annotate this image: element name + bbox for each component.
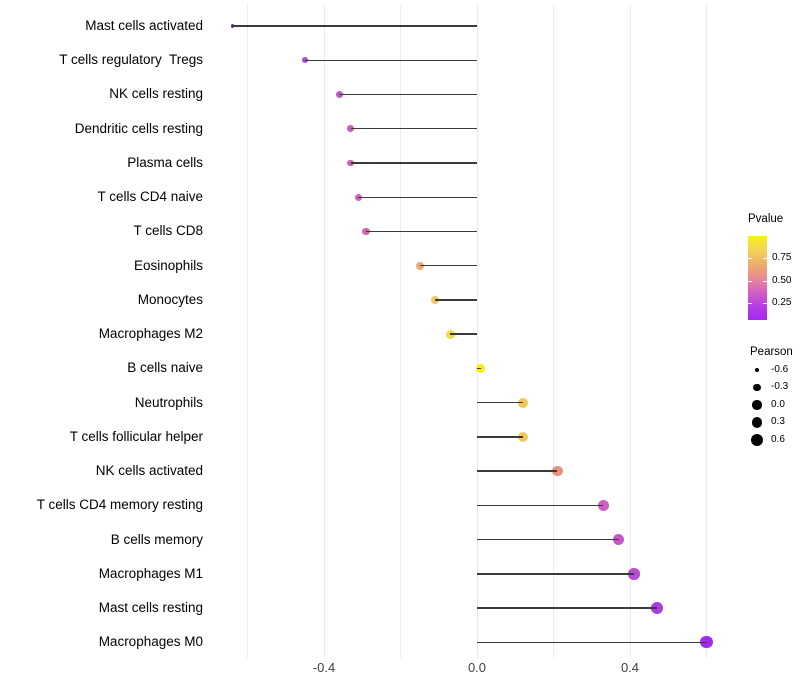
pearson-legend-dot bbox=[751, 416, 763, 428]
row-label: Neutrophils bbox=[134, 394, 203, 410]
lollipop-dot bbox=[430, 295, 440, 305]
row-label: T cells CD4 memory resting bbox=[36, 497, 203, 513]
lollipop-dot bbox=[612, 533, 625, 546]
lollipop-dot bbox=[347, 125, 355, 133]
lollipop-stem bbox=[477, 573, 634, 575]
legend-pearson-title: Pearson bbox=[750, 346, 793, 358]
lollipop-stem bbox=[419, 264, 477, 267]
colorbar-tick bbox=[763, 303, 767, 304]
colorbar-tick bbox=[763, 281, 767, 282]
row-label: Plasma cells bbox=[127, 154, 203, 170]
lollipop-dot bbox=[301, 57, 308, 64]
colorbar-tick bbox=[748, 281, 752, 282]
lollipop-stem bbox=[477, 470, 558, 472]
lollipop-stem bbox=[350, 162, 477, 164]
pearson-legend-dot bbox=[752, 400, 762, 410]
gridline bbox=[706, 5, 707, 658]
pvalue-colorbar bbox=[748, 236, 767, 320]
colorbar-tick bbox=[763, 258, 767, 259]
row-label: T cells CD8 bbox=[133, 223, 203, 239]
lollipop-dot bbox=[650, 602, 663, 614]
x-tick-label: 0.0 bbox=[467, 660, 487, 675]
gridline bbox=[247, 5, 248, 658]
row-label: Mast cells resting bbox=[98, 600, 203, 616]
row-label: NK cells activated bbox=[95, 463, 203, 479]
colorbar-tick-label: 0.25 bbox=[772, 297, 792, 308]
pearson-legend-dot bbox=[750, 433, 764, 447]
pearson-legend-label: -0.6 bbox=[771, 364, 789, 375]
lollipop-dot bbox=[628, 568, 640, 580]
row-label: B cells memory bbox=[110, 531, 203, 547]
lollipop-stem bbox=[477, 538, 619, 541]
lollipop-stem bbox=[477, 367, 481, 370]
lollipop-dot bbox=[445, 329, 455, 339]
lollipop-stem bbox=[477, 436, 523, 438]
row-label: T cells CD4 naive bbox=[97, 189, 203, 205]
lollipop-stem bbox=[232, 25, 477, 27]
row-label: Macrophages M1 bbox=[98, 565, 203, 581]
row-label: Monocytes bbox=[137, 291, 203, 307]
row-label: Dendritic cells resting bbox=[74, 120, 203, 136]
lollipop-dot bbox=[476, 363, 486, 374]
row-label: T cells follicular helper bbox=[69, 428, 203, 444]
lollipop-dot bbox=[347, 159, 355, 167]
x-tick-label: -0.4 bbox=[312, 660, 336, 675]
colorbar-tick-label: 0.75 bbox=[772, 252, 792, 263]
colorbar-tick bbox=[748, 258, 752, 259]
gridline bbox=[629, 5, 631, 658]
row-label: Macrophages M2 bbox=[98, 326, 203, 342]
pearson-legend-label: 0.3 bbox=[771, 416, 785, 428]
lollipop-stem bbox=[434, 299, 477, 301]
lollipop-stem bbox=[450, 333, 477, 335]
pearson-legend-dot bbox=[753, 383, 761, 391]
legend-pvalue-title: Pvalue bbox=[748, 213, 784, 225]
colorbar-tick bbox=[748, 303, 752, 304]
lollipop-stem bbox=[366, 230, 477, 233]
row-label: T cells regulatory Tregs bbox=[59, 52, 203, 68]
row-label: B cells naive bbox=[127, 360, 203, 376]
colorbar-tick-label: 0.50 bbox=[772, 275, 792, 286]
lollipop-stem bbox=[358, 196, 477, 198]
lollipop-stem bbox=[477, 607, 657, 609]
pearson-legend-label: 0.6 bbox=[771, 434, 785, 445]
lollipop-dot bbox=[517, 431, 528, 442]
gridline bbox=[323, 5, 325, 658]
lollipop-dot bbox=[552, 465, 563, 477]
row-label: Mast cells activated bbox=[85, 18, 203, 33]
row-label: NK cells resting bbox=[109, 86, 203, 102]
lollipop-dot bbox=[230, 24, 234, 28]
lollipop-stem bbox=[477, 641, 707, 643]
gridline bbox=[476, 5, 478, 658]
lollipop-dot bbox=[336, 91, 343, 98]
pearson-legend-label: -0.3 bbox=[771, 381, 789, 393]
row-label: Eosinophils bbox=[133, 257, 203, 273]
lollipop-stem bbox=[339, 93, 477, 96]
lollipop-stem bbox=[477, 401, 523, 404]
lollipop-stem bbox=[304, 59, 477, 61]
pearson-legend-dot bbox=[755, 368, 759, 372]
lollipop-dot bbox=[517, 397, 528, 408]
lollipop-stem bbox=[477, 504, 604, 507]
row-label: Macrophages M0 bbox=[98, 634, 203, 650]
pearson-legend-label: 0.0 bbox=[771, 399, 785, 410]
lollipop-dot bbox=[415, 261, 424, 270]
gridline bbox=[553, 5, 554, 658]
gridline bbox=[400, 5, 401, 658]
lollipop-stem bbox=[350, 128, 477, 130]
x-tick-label: 0.4 bbox=[620, 660, 640, 675]
